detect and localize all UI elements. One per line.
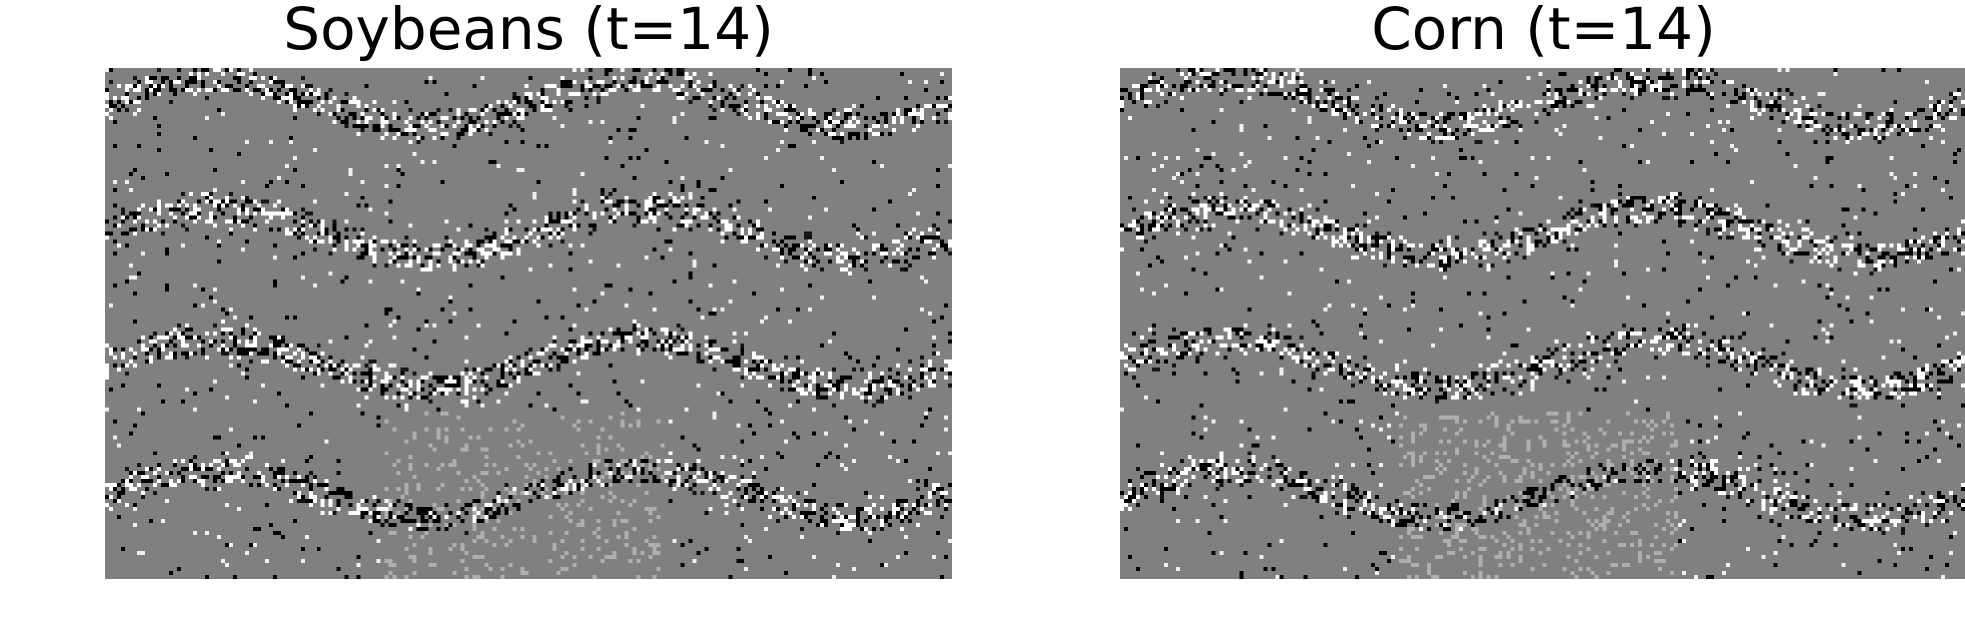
soybeans-map-image: [105, 68, 952, 579]
corn-map-image: [1120, 68, 1965, 579]
panel-title: Soybeans (t=14): [283, 0, 774, 63]
panel-title: Corn (t=14): [1371, 0, 1716, 63]
